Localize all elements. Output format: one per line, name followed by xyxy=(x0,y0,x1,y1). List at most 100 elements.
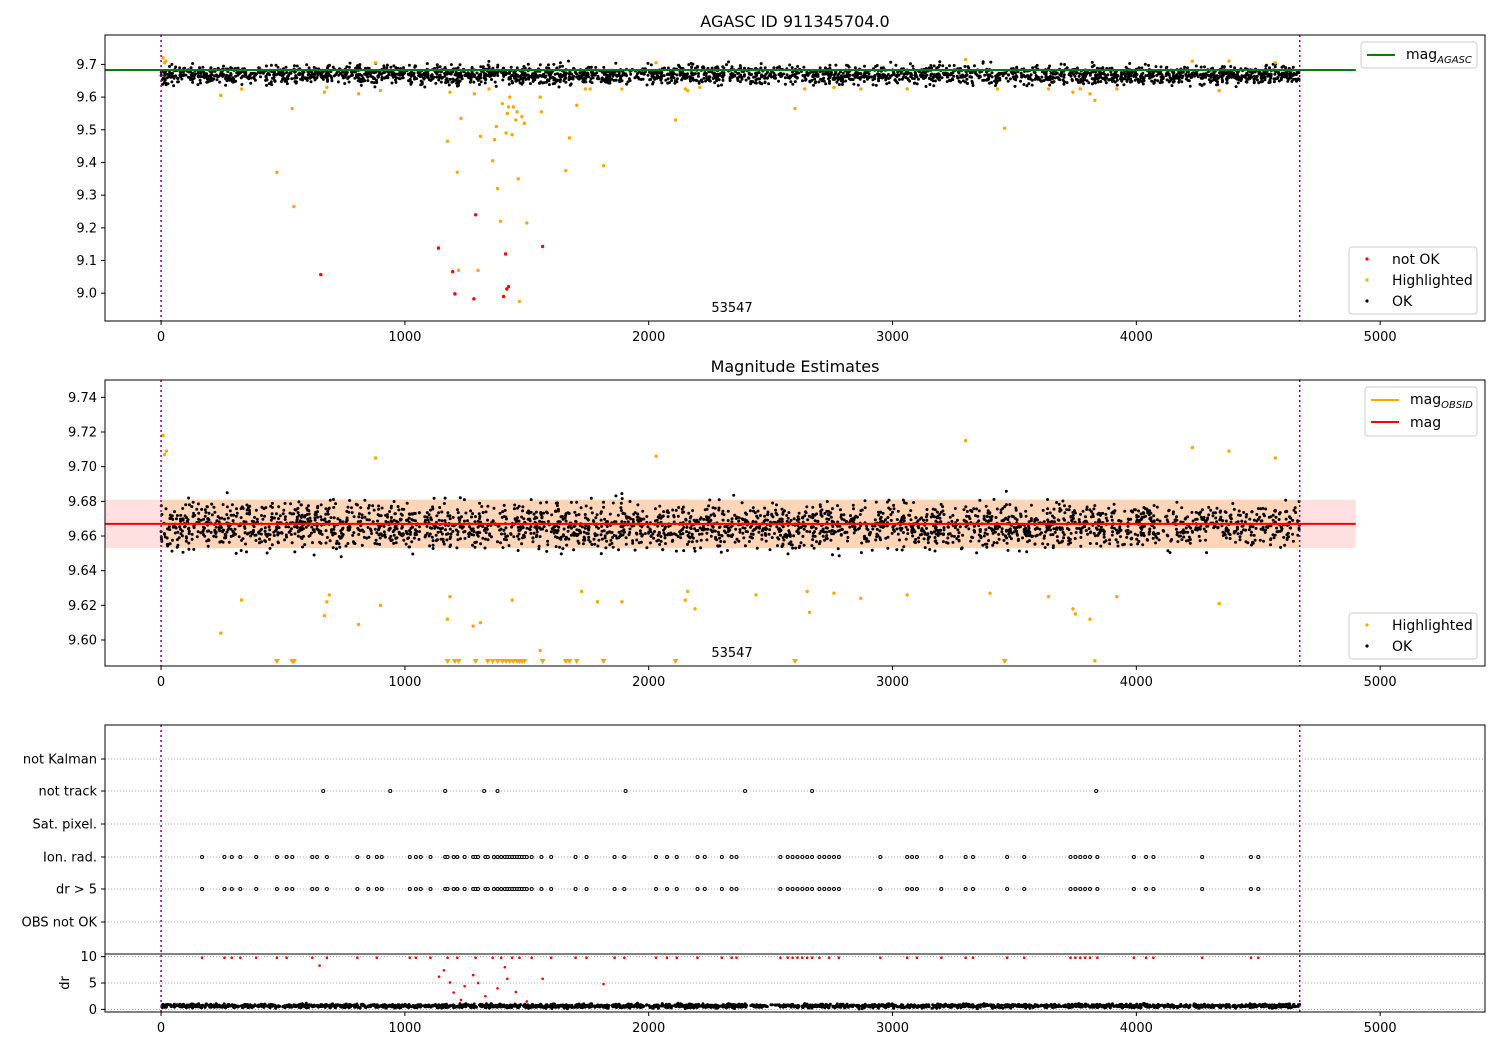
highlighted-point-50 xyxy=(654,61,658,65)
ok-point xyxy=(1296,519,1300,523)
ok-point xyxy=(1165,518,1169,522)
ok-point xyxy=(840,83,844,86)
ok-point xyxy=(1165,65,1169,69)
ok-point xyxy=(993,79,996,83)
ok-point xyxy=(1190,510,1194,514)
ok-point xyxy=(1062,80,1066,84)
ok-point xyxy=(912,81,916,85)
ok-point xyxy=(569,526,573,530)
ok-point xyxy=(647,531,651,535)
ok-point xyxy=(224,77,228,81)
ok-point xyxy=(1184,516,1188,520)
ok-point xyxy=(438,506,442,509)
ok-point xyxy=(582,77,586,81)
ok-point xyxy=(896,81,900,85)
ok-point xyxy=(717,498,721,502)
ok-point xyxy=(203,76,206,80)
ok-point xyxy=(983,73,987,77)
ok-point xyxy=(324,512,328,516)
highlighted-point-7 xyxy=(292,204,296,209)
ok-point xyxy=(1049,533,1053,537)
ok-point xyxy=(463,536,467,540)
ok-point xyxy=(295,515,299,519)
highlighted-point-35 xyxy=(515,110,519,114)
ok-point xyxy=(1229,513,1233,517)
ok-point xyxy=(581,542,585,546)
ok-point xyxy=(175,514,179,517)
ok-point xyxy=(568,83,572,87)
ok-point xyxy=(187,532,191,536)
panel2-ytick-label-9.74: 9.74 xyxy=(68,391,97,406)
ok-point xyxy=(906,77,910,81)
ok-point xyxy=(1187,79,1191,83)
ok-point xyxy=(675,73,679,77)
ok-point xyxy=(234,551,238,555)
ok-point xyxy=(1294,77,1298,81)
ok-point xyxy=(1102,72,1106,76)
ok-point xyxy=(802,543,806,547)
ok-point xyxy=(249,81,253,85)
ok-point xyxy=(565,543,569,547)
ok-point xyxy=(484,510,488,514)
ok-point xyxy=(317,529,321,533)
ok-point xyxy=(760,537,764,541)
ok-point xyxy=(1196,75,1200,79)
ok-point xyxy=(1123,72,1127,76)
ok-point xyxy=(1238,535,1242,539)
ok-point xyxy=(605,539,609,543)
ok-point xyxy=(792,517,796,521)
ok-point xyxy=(952,64,956,67)
ok-point xyxy=(180,534,184,538)
ok-point xyxy=(984,519,988,523)
ok-point xyxy=(1040,75,1044,79)
ok-point xyxy=(1088,73,1092,77)
not-ok-legend-marker xyxy=(1365,257,1369,261)
ok-point xyxy=(473,520,477,524)
ok-point xyxy=(1214,516,1218,520)
highlighted-point-8 xyxy=(322,90,327,94)
ok-point xyxy=(735,537,739,541)
ok-point xyxy=(1062,75,1066,79)
ok-point xyxy=(1227,532,1231,536)
ok-point xyxy=(1059,74,1063,78)
ok-point xyxy=(887,81,891,85)
ok-point xyxy=(830,507,834,511)
ok-point xyxy=(1019,71,1023,75)
ok-point xyxy=(359,506,363,510)
ok-point xyxy=(714,66,717,70)
ok-point xyxy=(1261,72,1265,76)
ok-point xyxy=(646,73,650,77)
ok-point xyxy=(428,532,432,536)
ok-point xyxy=(878,74,882,78)
ok-point xyxy=(1137,509,1140,513)
ok-point xyxy=(1099,544,1103,548)
highlighted-point-38 xyxy=(520,115,524,119)
ok-point xyxy=(295,518,299,522)
panel2-xtick-label-2000: 2000 xyxy=(632,675,665,690)
ok-point xyxy=(637,520,641,524)
ok-point xyxy=(1170,84,1174,88)
ok-point xyxy=(168,528,172,532)
ok-point xyxy=(557,74,561,77)
ok-point xyxy=(788,74,792,78)
ok-point xyxy=(649,63,653,67)
ok-point xyxy=(1250,71,1254,75)
ok-point xyxy=(603,517,607,521)
ok-point xyxy=(1129,530,1133,534)
ok-point xyxy=(357,515,361,519)
ok-point xyxy=(602,65,606,69)
ok-point xyxy=(678,72,682,76)
ok-point xyxy=(763,514,767,518)
ok-point xyxy=(975,551,979,555)
ok-point xyxy=(941,64,945,68)
ok-point xyxy=(546,520,550,523)
ok-point xyxy=(365,536,369,540)
ok-point xyxy=(971,84,975,87)
ok-point xyxy=(552,62,556,66)
ok-point xyxy=(1211,514,1215,518)
ok-point xyxy=(254,539,258,542)
ok-point xyxy=(671,508,675,512)
ok-point xyxy=(267,525,271,529)
ok-point xyxy=(1207,513,1211,517)
ok-point xyxy=(413,77,417,81)
